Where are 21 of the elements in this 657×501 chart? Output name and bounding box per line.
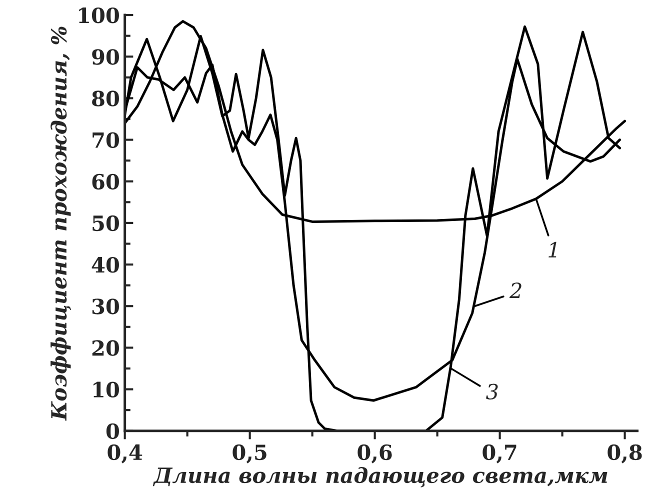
y-tick-label: 40 [92,256,119,273]
y-tick-label: 0 [106,423,119,440]
y-tick-label: 90 [92,49,119,65]
y-tick-label: 10 [94,382,119,398]
annotation: 2 [509,282,522,298]
y-tick-label: 60 [92,174,119,190]
y-tick-label: 30 [92,298,119,314]
y-tick-label: 70 [92,132,119,148]
y-axis-title: Коэффициент прохождения, % [50,26,71,421]
x-tick-label: 0,4 [108,444,142,464]
annotation: 3 [486,384,498,400]
x-tick-label: 0,7 [482,444,516,464]
x-tick-label: 0,5 [232,444,266,464]
y-tick-label: 100 [79,7,119,24]
y-tick-label: 50 [92,215,119,232]
y-tick-label: 20 [92,340,119,356]
x-tick-label: 0,6 [358,444,392,464]
y-tick-label: 80 [92,90,119,106]
x-axis-title: Длина волны падающего света,мкм [152,466,608,488]
x-tick-label: 0,8 [608,444,642,464]
annotation: 1 [548,242,556,258]
